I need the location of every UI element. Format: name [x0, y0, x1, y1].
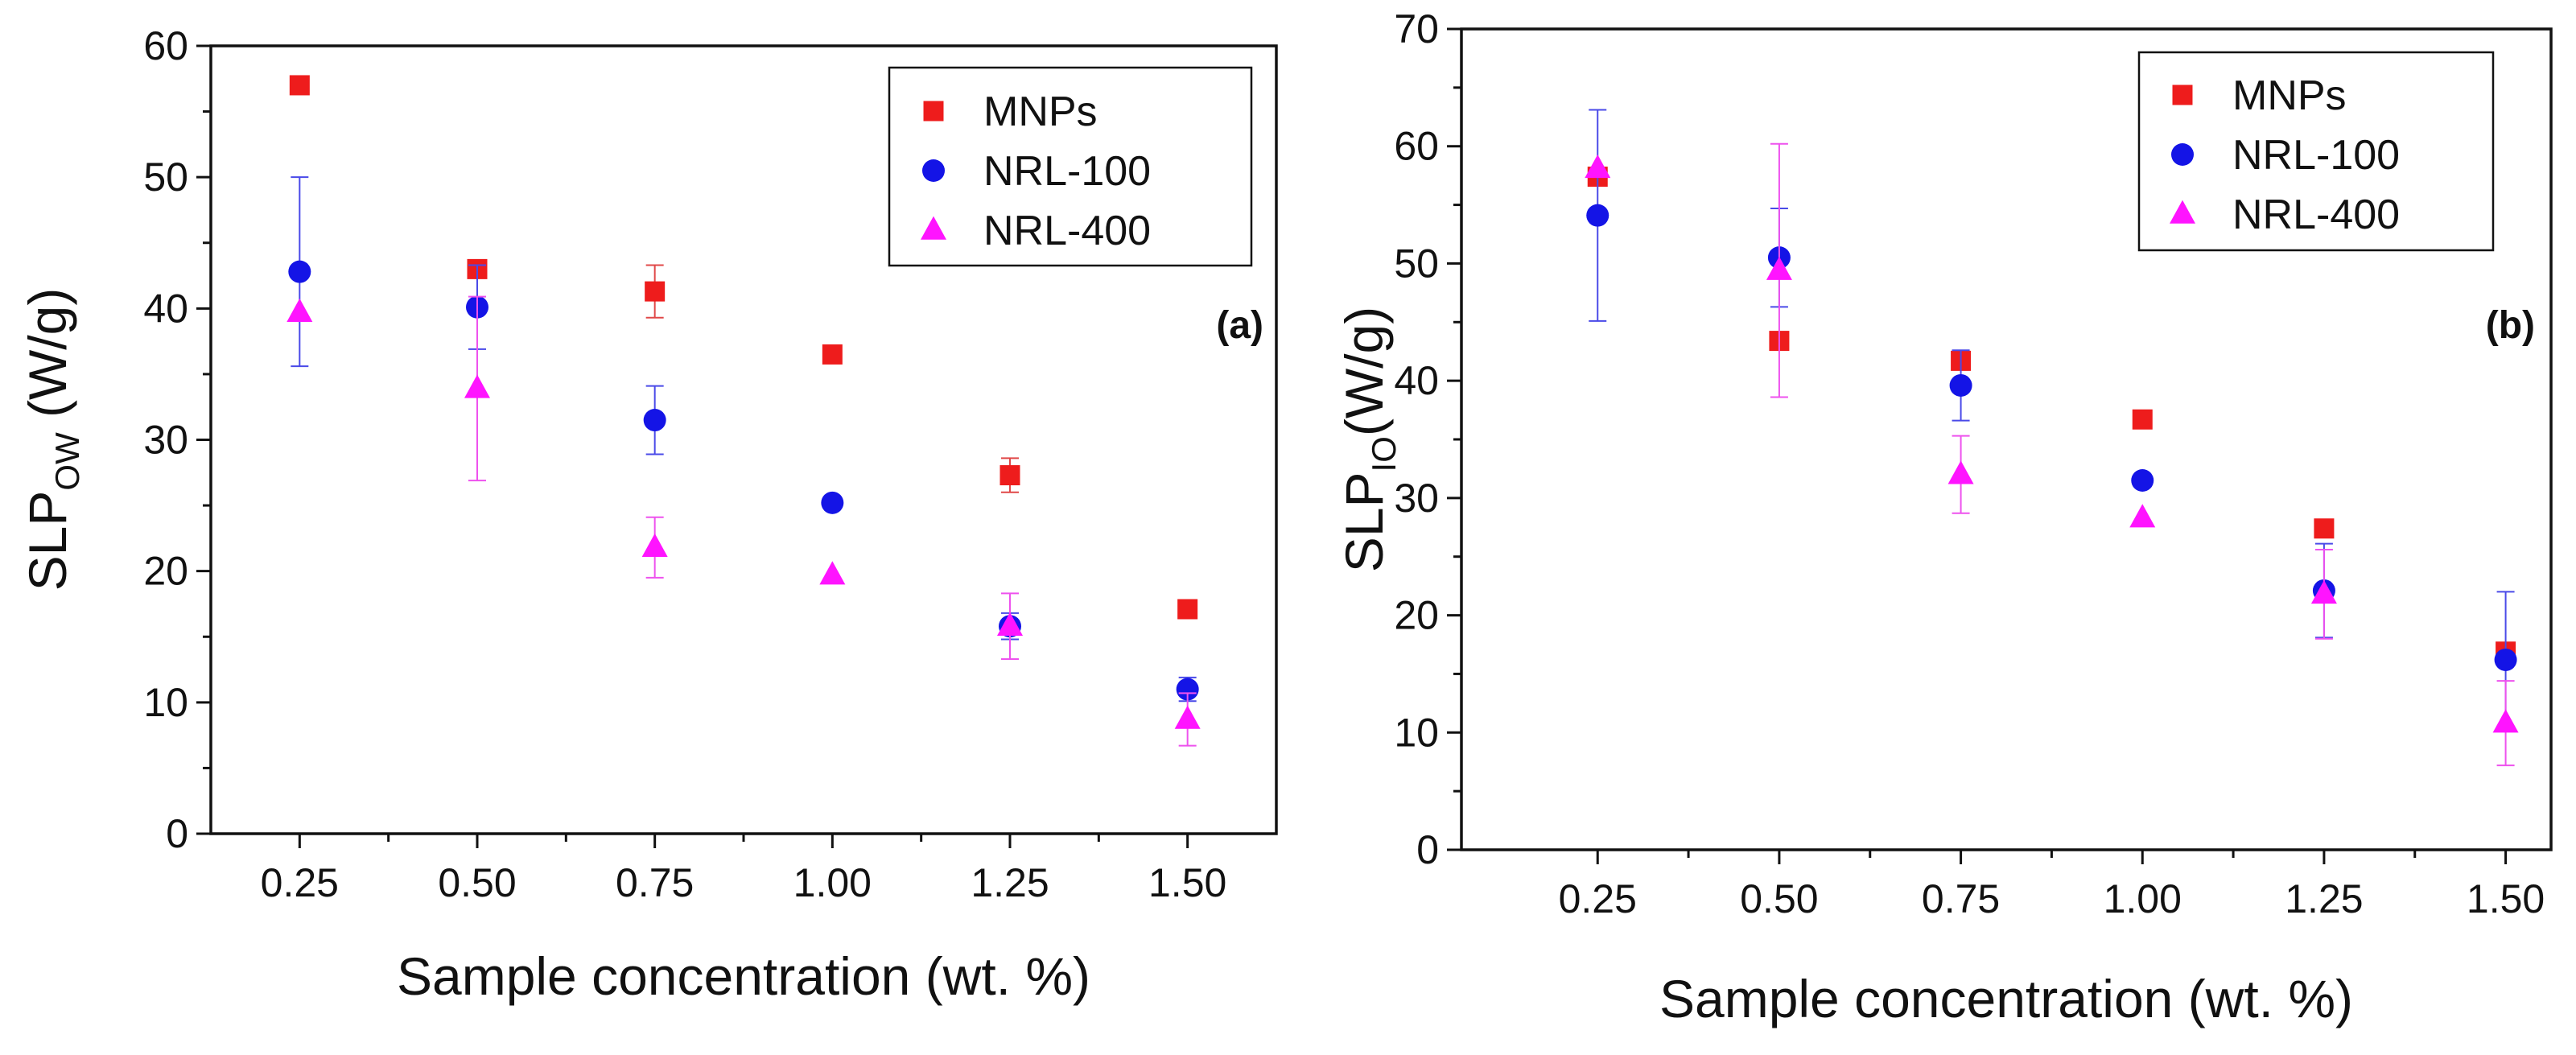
panel-a-point-mnps: [822, 344, 843, 365]
panel-a-point-nrl-400: [1174, 705, 1201, 729]
panel-b-xtick-label: 0.25: [1559, 876, 1637, 921]
panel-a-ticks: 0.25 0.50 0.75 1.00 1.25 1.50 0 10 20 30 40 50 60: [143, 23, 1226, 905]
panel-b-point-nrl-400: [1585, 155, 1611, 179]
panel-b-point-nrl-400: [1947, 460, 1974, 484]
panel-a-point-nrl-400: [819, 561, 846, 585]
panel-b-xtick-label: 1.50: [2467, 876, 2545, 921]
panel-b-ytick-label: 40: [1394, 358, 1439, 403]
panel-a: 0.25 0.50 0.75 1.00 1.25 1.50 0 10 20 30 40 50 60 MN…: [18, 23, 1278, 1006]
panel-a-legend-marker-nrl-400: [921, 216, 946, 240]
panel-b: 0.25 0.50 0.75 1.00 1.25 1.50010203040506070 …: [1334, 6, 2553, 1028]
panel-b-legend-label-nrl-400: NRL-400: [2232, 192, 2400, 238]
panel-b-ytick-label: 50: [1394, 241, 1439, 286]
panel-b-point-nrl-400: [1766, 256, 1792, 280]
panel-b-point-mnps: [2314, 518, 2335, 539]
panel-b-legend: MNPs NRL-100 NRL-400: [2137, 51, 2495, 252]
panel-b-xtick-label: 1.00: [2104, 876, 2182, 921]
panel-a-ytick-label: 0: [166, 811, 188, 856]
panel-a-ytick-label: 60: [143, 23, 188, 68]
panel-a-legend-box: [888, 66, 1253, 267]
panel-b-ytick-label: 70: [1394, 6, 1439, 52]
panel-a-legend-marker-mnps: [923, 101, 944, 122]
panel-a-legend-items: MNPs NRL-100 NRL-400: [921, 89, 1151, 254]
panel-b-legend-label-mnps: MNPs: [2232, 72, 2347, 119]
panel-b-xlabel: Sample concentration (wt. %): [1659, 969, 2353, 1028]
panel-a-xtick-label: 1.50: [1148, 860, 1226, 905]
panel-a-legend-label-nrl-400: NRL-400: [983, 208, 1151, 254]
panel-a-xlabel: Sample concentration (wt. %): [397, 946, 1090, 1006]
panel-a-ytick-label: 10: [143, 680, 188, 725]
panel-a-xtick-label: 0.25: [261, 860, 339, 905]
panel-b-ytick-label: 20: [1394, 593, 1439, 638]
panel-b-point-nrl-100: [1949, 373, 1972, 397]
panel-a-point-nrl-100: [1176, 678, 1199, 701]
panel-a-point-nrl-100: [288, 260, 311, 283]
panel-a-legend-marker-nrl-100: [922, 159, 945, 182]
panel-a-point-nrl-400: [641, 533, 668, 558]
panel-b-ytick-label: 60: [1394, 124, 1439, 169]
panel-b-ytick-label: 30: [1394, 476, 1439, 521]
panel-b-point-nrl-100: [1586, 204, 1609, 227]
panel-a-point-mnps: [999, 465, 1020, 486]
panel-a-legend: MNPs NRL-100 NRL-400: [888, 66, 1253, 267]
panel-a-point-mnps: [1177, 599, 1198, 620]
panel-b-xtick-label: 1.25: [2285, 876, 2363, 921]
panel-a-label: (a): [1216, 304, 1263, 347]
panel-a-point-nrl-100: [643, 409, 666, 432]
panel-b-xtick-label: 0.50: [1740, 876, 1818, 921]
panel-a-point-mnps: [645, 281, 666, 302]
panel-b-legend-marker-nrl-100: [2171, 143, 2194, 166]
panel-b-marks: [1585, 109, 2519, 767]
panel-a-xtick-label: 1.00: [793, 860, 872, 905]
panel-b-ytick-label: 0: [1416, 827, 1439, 872]
panel-b-legend-items: MNPs NRL-100 NRL-400: [2170, 72, 2400, 238]
panel-a-point-nrl-400: [286, 298, 313, 322]
panel-b-point-nrl-100: [2494, 648, 2517, 671]
panel-b-point-nrl-400: [2492, 709, 2519, 733]
panel-a-xtick-label: 1.25: [971, 860, 1049, 905]
panel-b-legend-marker-nrl-400: [2170, 200, 2195, 224]
panel-b-point-mnps: [2132, 409, 2153, 430]
panel-b-xtick-label: 0.75: [1922, 876, 2000, 921]
panel-b-ytick-label: 10: [1394, 710, 1439, 755]
panel-a-marks: [286, 75, 1201, 747]
panel-a-point-nrl-100: [821, 491, 844, 514]
panel-a-ytick-label: 40: [143, 286, 188, 331]
panel-b-ylabel: SLPIO(W/g): [1334, 307, 1403, 572]
panel-b-legend-marker-mnps: [2172, 84, 2193, 105]
panel-b-legend-box: [2137, 51, 2495, 252]
panel-a-ylabel: SLPOW (W/g): [18, 288, 86, 591]
panel-a-ytick-label: 50: [143, 155, 188, 200]
panel-b-ticks: 0.25 0.50 0.75 1.00 1.25 1.50 0 10 20 30 40 50 60 70: [1394, 6, 2545, 921]
panel-a-ytick-label: 20: [143, 549, 188, 594]
panel-a-xtick-label: 0.50: [438, 860, 516, 905]
panel-b-legend-label-nrl-100: NRL-100: [2232, 132, 2400, 179]
panel-a-point-mnps: [289, 75, 310, 96]
panel-a-legend-label-nrl-100: NRL-100: [983, 148, 1151, 195]
panel-a-ytick-label: 30: [143, 418, 188, 463]
panel-a-point-nrl-400: [997, 612, 1023, 636]
panel-b-point-nrl-400: [2310, 579, 2337, 604]
panel-b-label: (b): [2486, 304, 2535, 347]
panel-b-point-nrl-400: [2129, 504, 2156, 528]
panel-a-point-nrl-400: [464, 374, 490, 398]
panel-b-point-nrl-100: [2131, 469, 2154, 492]
panel-a-legend-label-mnps: MNPs: [983, 89, 1098, 135]
panel-a-xtick-label: 0.75: [616, 860, 694, 905]
